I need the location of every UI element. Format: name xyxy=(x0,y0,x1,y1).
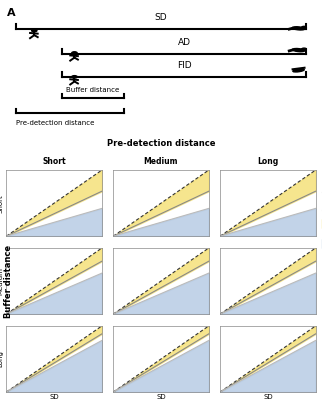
Ellipse shape xyxy=(292,27,305,30)
X-axis label: SD: SD xyxy=(156,394,166,400)
Text: Long: Long xyxy=(257,157,279,166)
Text: A: A xyxy=(6,8,15,18)
Circle shape xyxy=(302,26,306,28)
Text: B: B xyxy=(6,170,15,180)
Circle shape xyxy=(72,76,77,78)
Circle shape xyxy=(302,48,306,50)
Text: Short: Short xyxy=(0,194,3,212)
Circle shape xyxy=(32,29,37,32)
Ellipse shape xyxy=(292,48,305,52)
Text: Long: Long xyxy=(0,350,3,368)
Ellipse shape xyxy=(293,69,304,72)
Text: Buffer distance: Buffer distance xyxy=(66,86,119,92)
Text: Short: Short xyxy=(42,157,66,166)
X-axis label: SD: SD xyxy=(49,394,59,400)
Text: FID: FID xyxy=(177,61,192,70)
Text: AD: AD xyxy=(178,38,191,47)
Text: Buffer distance: Buffer distance xyxy=(4,244,13,318)
Text: Pre-detection distance: Pre-detection distance xyxy=(107,139,215,148)
Text: Medium: Medium xyxy=(0,267,3,295)
Circle shape xyxy=(72,52,77,54)
Text: SD: SD xyxy=(155,13,167,22)
Text: Medium: Medium xyxy=(144,157,178,166)
Text: Pre-detection distance: Pre-detection distance xyxy=(16,120,94,126)
X-axis label: SD: SD xyxy=(263,394,273,400)
